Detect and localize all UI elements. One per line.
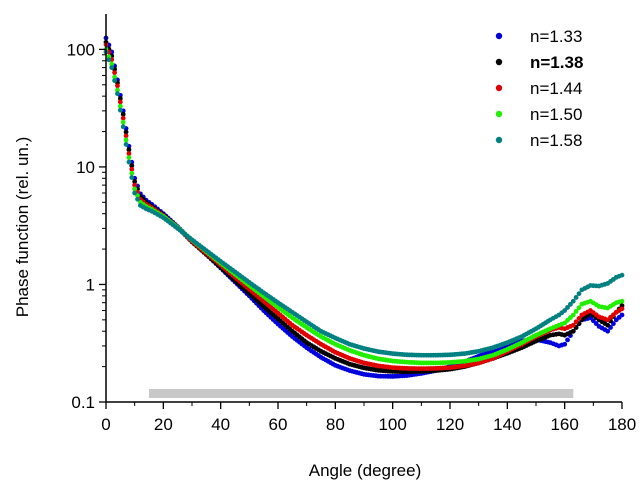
data-point [568, 301, 573, 307]
axes-layer: 0 20 40 60 80 100 120 140 160 180 0.1 1 10 100 [67, 14, 636, 434]
y-tick-label: 100 [67, 40, 95, 59]
legend-item: n=1.58 [495, 131, 582, 150]
data-point [115, 87, 120, 93]
data-point [115, 91, 120, 97]
data-point [120, 115, 126, 121]
data-point [117, 107, 123, 113]
data-point [112, 74, 117, 80]
data-point [126, 147, 132, 153]
data-point [132, 179, 138, 185]
data-point [573, 319, 579, 325]
legend-label: n=1.33 [530, 27, 582, 46]
data-point [126, 159, 132, 165]
data-point [132, 182, 138, 188]
x-tick-label: 140 [493, 415, 521, 434]
series-layer [103, 35, 625, 379]
legend: n=1.33 n=1.38 n=1.44 n=1.50 n=1.58 [495, 27, 583, 150]
data-point [106, 57, 112, 63]
data-point [126, 151, 132, 156]
data-point [565, 305, 570, 310]
data-point [573, 308, 579, 314]
data-point [129, 166, 135, 172]
data-point [605, 322, 611, 328]
legend-item: n=1.50 [495, 105, 582, 124]
x-tick-label: 160 [550, 415, 578, 434]
data-point [619, 298, 625, 304]
x-tick-label: 0 [101, 415, 110, 434]
data-point [135, 196, 140, 202]
data-point [576, 305, 582, 311]
x-tick-label: 60 [269, 415, 288, 434]
legend-label: n=1.58 [530, 131, 582, 150]
legend-marker [495, 58, 503, 66]
y-axis-title: Phase function (rel. un.) [13, 137, 32, 317]
data-point [619, 312, 625, 318]
legend-item: n=1.44 [495, 79, 582, 98]
data-point [576, 315, 582, 321]
data-point [619, 272, 625, 278]
data-point [562, 308, 568, 313]
data-point [112, 78, 117, 84]
data-point [109, 65, 115, 70]
data-point [123, 141, 129, 147]
legend-label: n=1.38 [530, 53, 583, 72]
data-point [126, 155, 132, 161]
data-point [117, 103, 123, 109]
data-point [123, 133, 129, 139]
data-point [562, 341, 568, 347]
data-point [120, 111, 126, 117]
x-tick-label: 80 [326, 415, 345, 434]
y-tick-label: 10 [76, 158, 95, 177]
data-point [576, 291, 582, 297]
data-point [129, 163, 135, 169]
data-point [123, 137, 129, 143]
y-tick-label: 1 [86, 275, 95, 294]
data-point [112, 70, 117, 76]
data-point [129, 170, 135, 176]
data-point [605, 328, 611, 334]
legend-item: n=1.38 [495, 53, 583, 72]
legend-label: n=1.44 [530, 79, 582, 98]
data-point [132, 186, 138, 192]
series-n=1.58 [103, 49, 625, 358]
data-point [565, 337, 570, 343]
legend-marker [495, 136, 503, 144]
legend-marker [495, 110, 503, 118]
legend-marker [495, 32, 503, 40]
data-point [120, 124, 126, 130]
legend-item: n=1.33 [495, 27, 582, 46]
data-point [570, 322, 576, 328]
data-point [115, 83, 120, 89]
x-tick-label: 100 [378, 415, 406, 434]
data-point [117, 99, 123, 105]
data-point [619, 306, 625, 312]
x-tick-label: 40 [211, 415, 230, 434]
legend-marker [495, 84, 503, 92]
x-tick-label: 180 [608, 415, 636, 434]
data-point [573, 295, 579, 300]
data-point [109, 61, 115, 67]
x-tick-label: 20 [154, 415, 173, 434]
data-point [117, 96, 123, 101]
data-point [120, 119, 126, 125]
y-tick-label: 0.1 [71, 393, 95, 412]
data-point [570, 312, 576, 318]
data-point [123, 129, 129, 135]
data-point [132, 190, 138, 196]
x-axis-title: Angle (degree) [309, 461, 421, 480]
data-point [570, 328, 576, 334]
data-point [570, 298, 576, 304]
legend-label: n=1.50 [530, 105, 582, 124]
x-tick-label: 120 [436, 415, 464, 434]
data-point [129, 175, 135, 180]
